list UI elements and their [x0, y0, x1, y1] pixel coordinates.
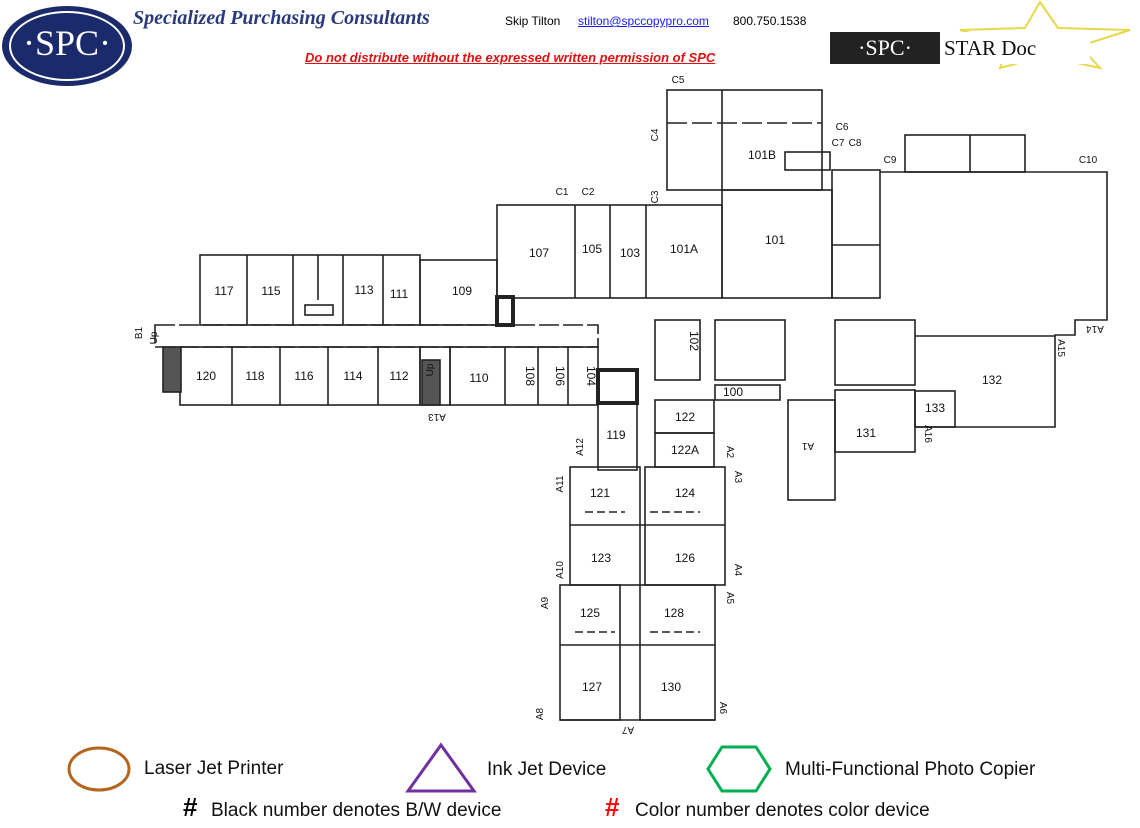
floor-plan: 117 115 113 111 109 107 105 103 101A 101…	[134, 75, 1108, 735]
door-label: C6	[836, 122, 849, 133]
door-label: A9	[540, 596, 551, 609]
door-label: A2	[724, 446, 735, 459]
door-label: A8	[535, 707, 546, 720]
room-label: 130	[661, 680, 681, 694]
room-label: 102	[687, 331, 701, 351]
door-label: A5	[724, 592, 735, 605]
room-label: 127	[582, 680, 602, 694]
room-label: 125	[580, 606, 600, 620]
door-label: C10	[1079, 155, 1098, 166]
door-label: A14	[1086, 323, 1104, 334]
mfp-hexagon-icon	[706, 745, 772, 793]
door-label: A4	[732, 564, 743, 577]
door-label: A3	[732, 471, 743, 484]
door-label: C1	[556, 187, 569, 198]
room-label: 120	[196, 369, 216, 383]
room-label: 103	[620, 246, 640, 260]
laser-printer-circle-icon	[67, 746, 131, 792]
contact-name: Skip Tilton	[505, 14, 561, 28]
room-label: 116	[294, 369, 313, 383]
room-label: 111	[390, 287, 409, 301]
room-label: 106	[553, 366, 567, 386]
door-label: A11	[555, 475, 566, 492]
room-label: 126	[675, 551, 695, 565]
room-label: 124	[675, 486, 695, 500]
door-label: C8	[849, 138, 862, 149]
door-label: B1	[134, 326, 145, 339]
company-name: Specialized Purchasing Consultants	[133, 7, 430, 29]
room-label: 112	[389, 369, 408, 383]
logo-text: ·SPC·	[22, 23, 112, 63]
legend-laser-label: Laser Jet Printer	[144, 758, 284, 779]
color-hash-symbol: #	[605, 792, 620, 822]
door-label: A1	[801, 440, 814, 451]
door-label: A13	[428, 411, 446, 422]
door-label: C2	[582, 187, 595, 198]
door-label: A12	[575, 438, 586, 456]
room-label: 117	[214, 284, 233, 298]
spc-logo: ·SPC·	[2, 6, 132, 86]
svg-text:·SPC·: ·SPC·	[858, 35, 912, 60]
room-label: 128	[664, 606, 684, 620]
stair-label: Up	[425, 363, 436, 376]
room-label: 100	[723, 385, 743, 399]
room-label: 122A	[671, 443, 699, 457]
legend-mfp-label: Multi-Functional Photo Copier	[785, 759, 1036, 780]
room-label: 104	[584, 366, 598, 386]
room-label: 108	[523, 366, 537, 386]
legend-inkjet-label: Ink Jet Device	[487, 759, 607, 780]
room-label: 101B	[748, 148, 776, 162]
contact-email-link[interactable]: stilton@spccopypro.com	[578, 14, 709, 28]
door-label: A7	[621, 724, 634, 735]
room-label: 110	[469, 371, 488, 385]
door-label: C7	[832, 138, 845, 149]
inkjet-triangle-icon	[405, 742, 477, 793]
stardoc-logo: ·SPC· STAR Doc	[830, 0, 1131, 70]
distribution-warning: Do not distribute without the expressed …	[305, 50, 716, 65]
room-label: 101	[765, 233, 785, 247]
contact-phone: 800.750.1538	[733, 14, 807, 28]
door-label: C4	[650, 128, 661, 141]
room-label: 131	[856, 426, 876, 440]
room-label: 119	[606, 428, 625, 442]
door-label: C3	[650, 190, 661, 203]
room-label: 133	[925, 401, 945, 415]
door-label: A10	[555, 561, 566, 579]
room-label: 132	[982, 373, 1002, 387]
room-label: 101A	[670, 242, 698, 256]
room-label: 107	[529, 246, 549, 260]
legend-bw-label: Black number denotes B/W device	[211, 800, 502, 821]
room-label: 109	[452, 284, 472, 298]
room-label: 114	[343, 369, 362, 383]
room-label: 113	[354, 283, 373, 297]
door-label: C9	[884, 155, 897, 166]
room-label: 115	[261, 284, 280, 298]
room-label: 123	[591, 551, 611, 565]
door-label: C5	[672, 75, 685, 86]
stair-label: Up	[149, 331, 160, 344]
room-label: 122	[675, 410, 695, 424]
door-label: A16	[922, 425, 933, 443]
room-label: 118	[245, 369, 264, 383]
door-label: A6	[717, 702, 728, 715]
door-label: A15	[1055, 339, 1066, 357]
room-label: 105	[582, 242, 602, 256]
bw-hash-symbol: #	[183, 792, 198, 822]
room-label: 121	[590, 486, 610, 500]
legend-color-label: Color number denotes color device	[635, 800, 930, 821]
svg-text:STAR Doc: STAR Doc	[944, 36, 1036, 60]
